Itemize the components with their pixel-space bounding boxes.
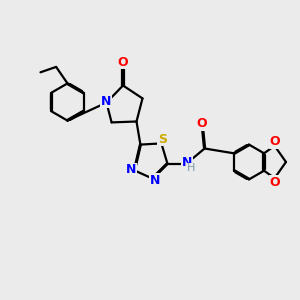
Text: N: N: [101, 94, 111, 108]
Text: N: N: [126, 163, 136, 176]
Text: O: O: [196, 117, 207, 130]
Text: H: H: [187, 163, 196, 173]
Text: O: O: [118, 56, 128, 69]
Text: O: O: [269, 135, 280, 148]
Text: N: N: [182, 156, 192, 169]
Text: S: S: [158, 133, 167, 146]
Text: N: N: [150, 173, 160, 187]
Text: O: O: [269, 176, 280, 189]
